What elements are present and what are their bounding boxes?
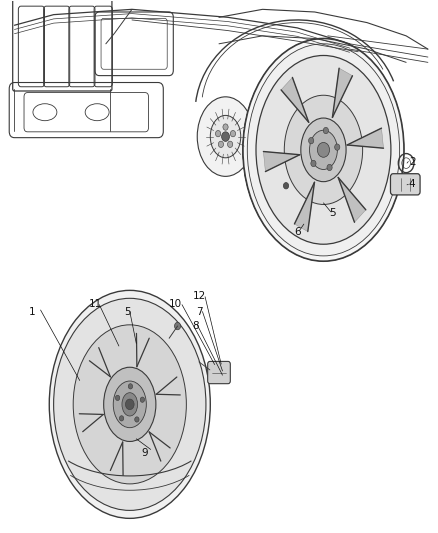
Circle shape (323, 127, 328, 134)
Text: 7: 7 (196, 306, 203, 317)
Circle shape (218, 141, 223, 148)
Circle shape (116, 395, 120, 400)
Polygon shape (347, 128, 384, 148)
Ellipse shape (49, 290, 210, 519)
Polygon shape (281, 77, 309, 122)
Circle shape (311, 160, 316, 167)
Ellipse shape (247, 44, 399, 256)
Ellipse shape (256, 55, 391, 244)
Circle shape (125, 399, 134, 410)
Circle shape (128, 384, 133, 389)
Ellipse shape (197, 97, 254, 176)
Ellipse shape (122, 393, 138, 416)
Text: 1: 1 (28, 306, 35, 317)
Polygon shape (338, 177, 366, 222)
Text: 10: 10 (169, 298, 182, 309)
Ellipse shape (310, 130, 337, 169)
Text: 12: 12 (193, 290, 206, 301)
Circle shape (120, 416, 124, 421)
Ellipse shape (284, 95, 363, 205)
Ellipse shape (73, 325, 186, 484)
Text: 11: 11 (88, 298, 102, 309)
Ellipse shape (53, 298, 206, 511)
Circle shape (230, 131, 236, 137)
Ellipse shape (60, 306, 199, 503)
Circle shape (222, 132, 230, 141)
Circle shape (135, 417, 139, 422)
Polygon shape (332, 68, 353, 117)
Polygon shape (263, 151, 300, 172)
Circle shape (140, 397, 145, 402)
Ellipse shape (210, 115, 241, 158)
Ellipse shape (301, 118, 346, 182)
Circle shape (227, 141, 233, 148)
Ellipse shape (104, 367, 156, 441)
Text: 6: 6 (294, 227, 300, 237)
Text: 5: 5 (124, 306, 131, 317)
Circle shape (335, 144, 340, 150)
Text: 8: 8 (192, 321, 198, 331)
Ellipse shape (113, 381, 146, 427)
FancyBboxPatch shape (391, 174, 420, 195)
Circle shape (283, 183, 289, 189)
Ellipse shape (243, 38, 404, 261)
Text: 5: 5 (329, 208, 336, 219)
Text: 2: 2 (409, 157, 416, 166)
Polygon shape (294, 182, 314, 231)
FancyBboxPatch shape (208, 361, 230, 384)
Text: 4: 4 (409, 179, 416, 189)
Text: 9: 9 (142, 448, 148, 458)
Circle shape (215, 131, 221, 137)
Circle shape (174, 322, 180, 330)
Circle shape (327, 164, 332, 171)
Circle shape (318, 142, 329, 157)
Circle shape (308, 138, 314, 144)
Circle shape (223, 124, 228, 130)
